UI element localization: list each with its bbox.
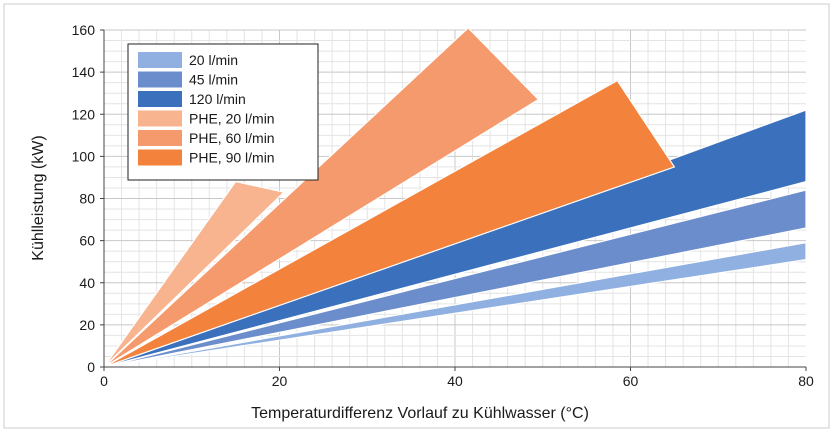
legend-label: 120 l/min (189, 91, 246, 107)
legend-label: PHE, 20 l/min (189, 111, 275, 127)
x-tick-label: 80 (798, 373, 814, 389)
series-band: PHE, 90 l/min (103, 80, 675, 368)
x-tick-label: 0 (100, 373, 108, 389)
axes (100, 29, 807, 371)
legend-swatch (138, 130, 182, 146)
x-tick-label: 60 (623, 373, 639, 389)
y-tick-label: 100 (72, 148, 96, 164)
y-tick-label: 140 (72, 64, 96, 80)
legend-label: PHE, 90 l/min (189, 150, 275, 166)
x-axis-label: Temperaturdifferenz Vorlauf zu Kühlwasse… (251, 405, 589, 422)
legend-swatch (138, 71, 182, 88)
legend-swatch (138, 149, 182, 166)
y-tick-label: 20 (79, 317, 95, 333)
y-axis-label: Kühlleistung (kW) (30, 135, 47, 260)
legend-swatch (138, 110, 182, 127)
legend: 20 l/min 45 l/min 120 l/min PHE, 20 l/min PH… (127, 43, 319, 181)
legend-swatch (138, 52, 182, 68)
x-tick-label: 40 (447, 373, 463, 389)
legend-label: 20 l/min (189, 52, 238, 68)
y-tick-label: 0 (87, 359, 95, 375)
legend-swatch (138, 91, 182, 107)
legend-label: PHE, 60 l/min (189, 130, 275, 146)
y-tick-label: 40 (79, 275, 95, 291)
series-band: PHE, 20 l/min (103, 181, 285, 368)
tick-labels: 0 20 40 60 80 0 20 40 60 80 100 120 140 160 (72, 22, 814, 389)
y-tick-label: 120 (72, 106, 96, 122)
series-band: 45 l/min (103, 189, 807, 368)
legend-label: 45 l/min (189, 72, 238, 88)
x-tick-label: 20 (272, 373, 288, 389)
y-tick-label: 80 (79, 191, 95, 207)
y-tick-label: 60 (79, 233, 95, 249)
y-tick-label: 160 (72, 22, 96, 38)
series-band: 20 l/min (103, 242, 807, 368)
series-band: PHE, 60 l/min (103, 27, 539, 368)
